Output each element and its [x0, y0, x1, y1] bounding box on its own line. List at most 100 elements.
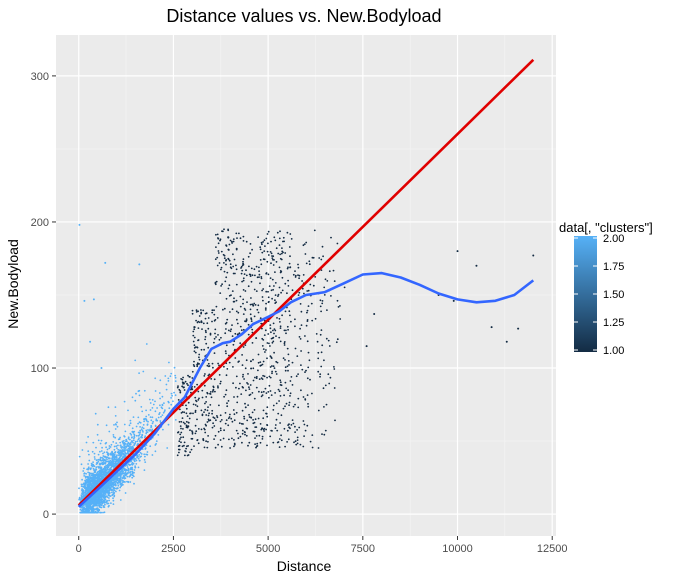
point-cluster-2	[103, 492, 105, 495]
point-cluster-2	[106, 465, 109, 468]
point-cluster-1	[260, 276, 263, 278]
point-cluster-2	[149, 445, 152, 448]
point-cluster-1	[235, 310, 238, 313]
point-cluster-1	[225, 297, 228, 300]
point-cluster-2	[92, 486, 95, 489]
point-cluster-1	[200, 348, 203, 351]
point-cluster-1	[204, 373, 206, 375]
point-cluster-2	[104, 493, 107, 495]
point-cluster-1	[216, 317, 219, 319]
point-cluster-1	[238, 387, 240, 390]
point-cluster-2	[90, 507, 93, 510]
point-cluster-1	[322, 255, 324, 258]
point-cluster-1	[266, 250, 269, 253]
point-cluster-2	[118, 438, 121, 440]
point-cluster-2	[150, 429, 152, 432]
point-cluster-2	[112, 460, 114, 463]
point-cluster-2	[106, 451, 108, 453]
point-cluster-1	[267, 273, 270, 276]
point-cluster-1	[288, 401, 291, 404]
point-cluster-1	[307, 289, 310, 292]
point-cluster-1	[193, 328, 196, 331]
point-cluster-1	[211, 409, 214, 412]
point-cluster-1	[333, 368, 336, 370]
point-cluster-1	[279, 257, 282, 260]
point-cluster-1	[269, 327, 272, 330]
point-cluster-2	[108, 445, 111, 447]
point-cluster-1	[214, 258, 217, 261]
point-cluster-1	[317, 370, 320, 373]
point-cluster-1	[302, 396, 305, 398]
point-cluster-2	[115, 445, 118, 447]
point-cluster-1	[262, 241, 264, 243]
point-cluster-1	[285, 387, 288, 390]
point-cluster-2	[133, 430, 136, 433]
point-cluster-1	[267, 242, 269, 245]
point-cluster-2	[98, 498, 101, 501]
point-cluster-1	[217, 334, 219, 336]
point-cluster-1	[212, 386, 215, 389]
point-cluster-1	[278, 438, 281, 440]
point-cluster-2	[101, 463, 104, 466]
point-cluster-2	[85, 441, 88, 444]
point-cluster-1	[276, 231, 279, 234]
point-cluster-2	[134, 457, 136, 460]
point-cluster-2	[118, 456, 121, 459]
point-cluster-2	[115, 463, 118, 466]
point-cluster-1	[244, 433, 246, 436]
point-cluster-1	[267, 254, 270, 256]
point-cluster-1	[314, 317, 317, 320]
point-cluster-2	[141, 426, 144, 429]
point-cluster-1	[204, 336, 207, 338]
point-cluster-2	[106, 448, 109, 451]
point-cluster-1	[283, 341, 286, 343]
point-cluster-2	[100, 492, 102, 494]
point-cluster-1	[207, 317, 210, 319]
point-cluster-1	[324, 278, 327, 281]
point-cluster-1	[328, 270, 331, 273]
point-cluster-1	[227, 400, 230, 402]
point-cluster-2	[121, 472, 124, 474]
point-cluster-1	[287, 389, 289, 392]
point-cluster-1	[244, 309, 247, 311]
point-cluster-2	[102, 467, 105, 470]
point-cluster-2	[124, 448, 126, 450]
point-cluster-2	[81, 494, 84, 496]
point-cluster-1	[226, 271, 229, 274]
point-cluster-1	[225, 352, 227, 355]
point-cluster-1	[289, 314, 291, 317]
point-cluster-2	[82, 470, 85, 472]
point-cluster-1	[258, 273, 261, 276]
point-cluster-1	[179, 390, 182, 392]
point-cluster-1	[262, 409, 265, 412]
point-cluster-2	[99, 506, 101, 508]
point-cluster-2	[83, 299, 86, 302]
point-cluster-2	[81, 449, 84, 451]
point-cluster-1	[296, 355, 299, 357]
point-cluster-2	[105, 486, 108, 488]
point-cluster-1	[232, 272, 235, 275]
point-cluster-1	[189, 451, 192, 454]
point-cluster-1	[297, 274, 299, 276]
point-cluster-1	[252, 358, 254, 361]
point-cluster-1	[196, 405, 199, 408]
point-cluster-1	[262, 417, 265, 420]
point-cluster-2	[92, 464, 95, 467]
point-cluster-2	[164, 375, 167, 377]
point-cluster-2	[98, 475, 101, 478]
point-cluster-2	[98, 470, 100, 473]
point-cluster-2	[91, 499, 94, 502]
point-cluster-1	[248, 394, 251, 397]
point-cluster-1	[269, 366, 272, 368]
x-axis: 0 2500 5000 7500 10000 12500	[76, 536, 568, 555]
point-cluster-1	[203, 375, 206, 377]
point-cluster-1	[193, 445, 195, 447]
point-cluster-2	[144, 448, 147, 450]
point-cluster-1	[192, 412, 194, 415]
point-cluster-1	[249, 303, 252, 306]
point-cluster-1	[233, 443, 236, 446]
point-cluster-1	[211, 426, 214, 429]
point-cluster-1	[269, 376, 272, 379]
point-cluster-1	[216, 416, 219, 419]
point-cluster-2	[131, 427, 134, 430]
